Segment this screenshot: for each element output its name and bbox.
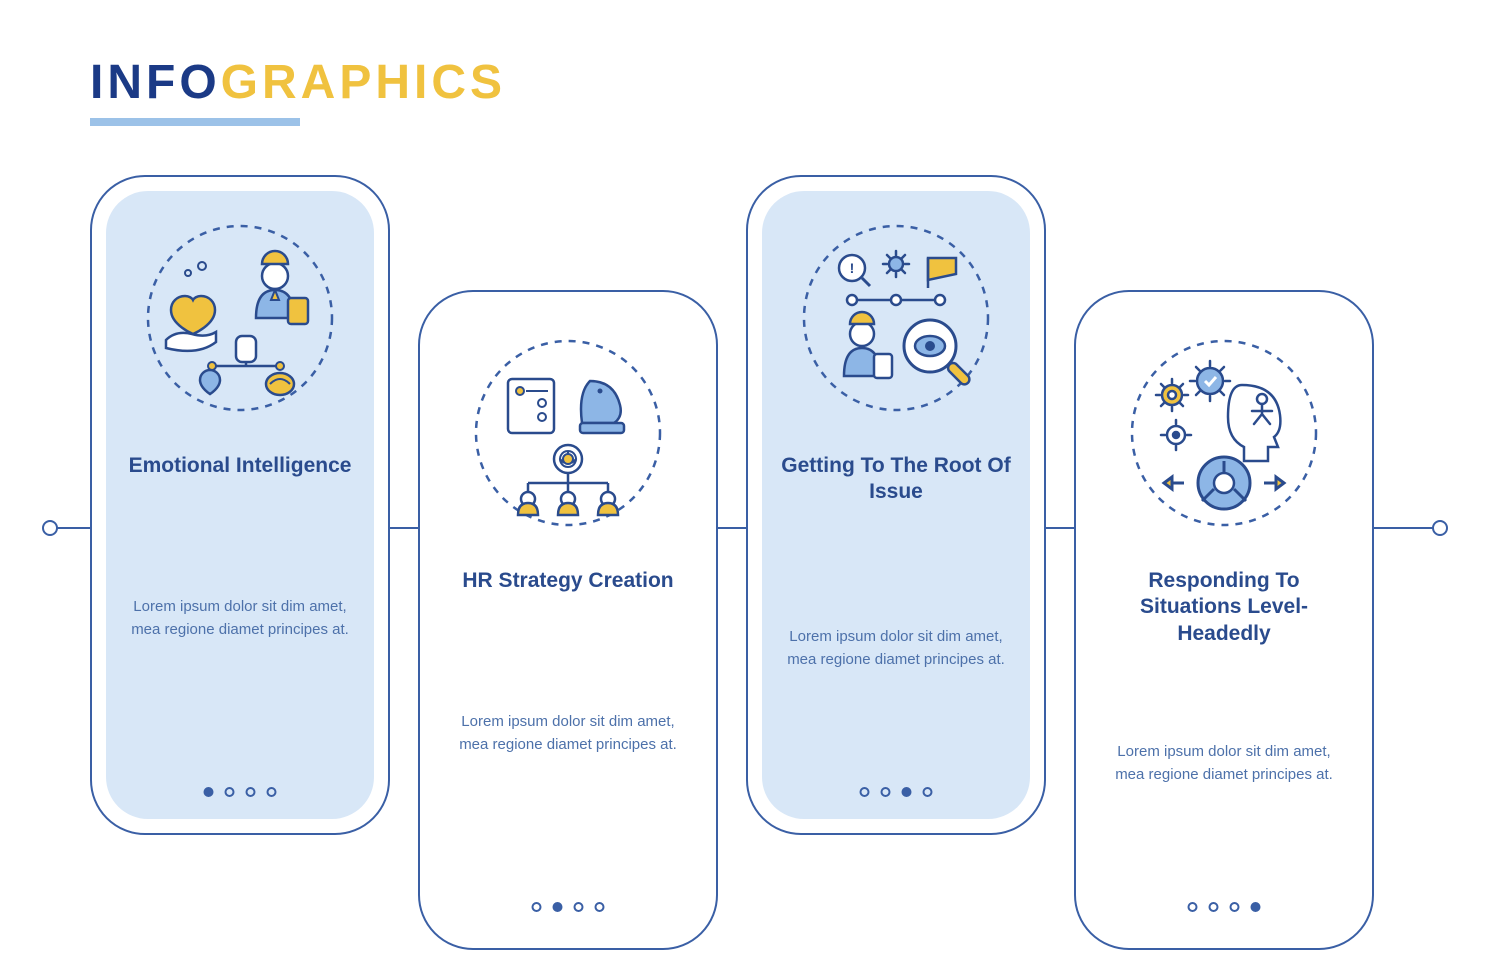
title-part-a: INFO <box>90 56 221 109</box>
dot <box>902 787 912 797</box>
pager-dots <box>860 787 933 797</box>
title-underline <box>90 118 300 126</box>
card-hr-strategy: HR Strategy Creation Lorem ipsum dolor s… <box>418 290 718 950</box>
card-body: Lorem ipsum dolor sit dim amet, mea regi… <box>776 625 1016 672</box>
hr-strategy-icon <box>463 328 673 538</box>
dot <box>204 787 214 797</box>
dot <box>595 902 605 912</box>
dot <box>1230 902 1240 912</box>
dot <box>1251 902 1261 912</box>
card-body: Lorem ipsum dolor sit dim amet, mea regi… <box>448 710 688 757</box>
emotional-intelligence-icon <box>135 213 345 423</box>
dot <box>267 787 277 797</box>
pager-dots <box>1188 902 1261 912</box>
card-level-headed: Responding To Situations Level-Headedly … <box>1074 290 1374 950</box>
card-title: Responding To Situations Level-Headedly <box>1104 568 1344 647</box>
dot <box>860 787 870 797</box>
card-emotional-intelligence: Emotional Intelligence Lorem ipsum dolor… <box>90 175 390 835</box>
dot <box>923 787 933 797</box>
card-title: HR Strategy Creation <box>448 568 688 594</box>
card-title: Getting To The Root Of Issue <box>776 453 1016 506</box>
root-of-issue-icon: ! <box>791 213 1001 423</box>
dot <box>246 787 256 797</box>
card-title: Emotional Intelligence <box>120 453 360 479</box>
dot <box>532 902 542 912</box>
card-row: Emotional Intelligence Lorem ipsum dolor… <box>90 175 1374 950</box>
dot <box>553 902 563 912</box>
title-part-b: GRAPHICS <box>221 56 506 109</box>
dot <box>225 787 235 797</box>
page-title: INFOGRAPHICS <box>90 55 506 110</box>
card-body: Lorem ipsum dolor sit dim amet, mea regi… <box>120 595 360 642</box>
infographic-stage: INFOGRAPHICS <box>0 0 1505 980</box>
pager-dots <box>532 902 605 912</box>
dot <box>1188 902 1198 912</box>
pager-dots <box>204 787 277 797</box>
card-root-of-issue: ! <box>746 175 1046 835</box>
dot <box>881 787 891 797</box>
card-body: Lorem ipsum dolor sit dim amet, mea regi… <box>1104 740 1344 787</box>
level-headed-icon <box>1119 328 1329 538</box>
dot <box>1209 902 1219 912</box>
svg-text:!: ! <box>850 260 855 276</box>
dot <box>574 902 584 912</box>
